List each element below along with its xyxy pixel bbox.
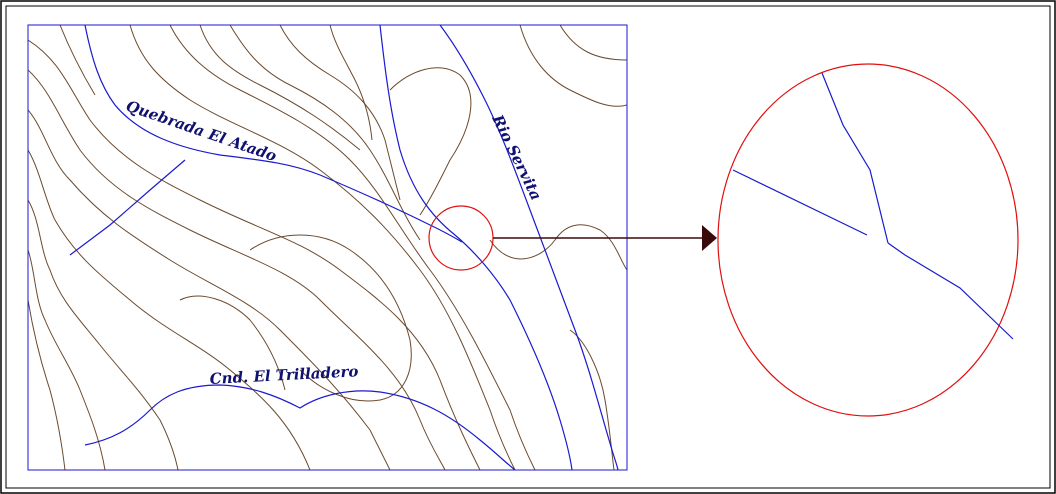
river-label: Cnd. El Trilladero <box>209 362 359 388</box>
focus-circle <box>429 206 493 270</box>
rivers <box>70 25 618 470</box>
zoom-ellipse <box>718 64 1018 416</box>
arrow-head <box>702 225 717 251</box>
contours <box>28 25 627 470</box>
figure: Quebrada El Atado Rio Servita Cnd. El Tr… <box>0 0 1056 494</box>
river-label: Rio Servita <box>488 111 545 203</box>
map-frame <box>28 25 627 470</box>
